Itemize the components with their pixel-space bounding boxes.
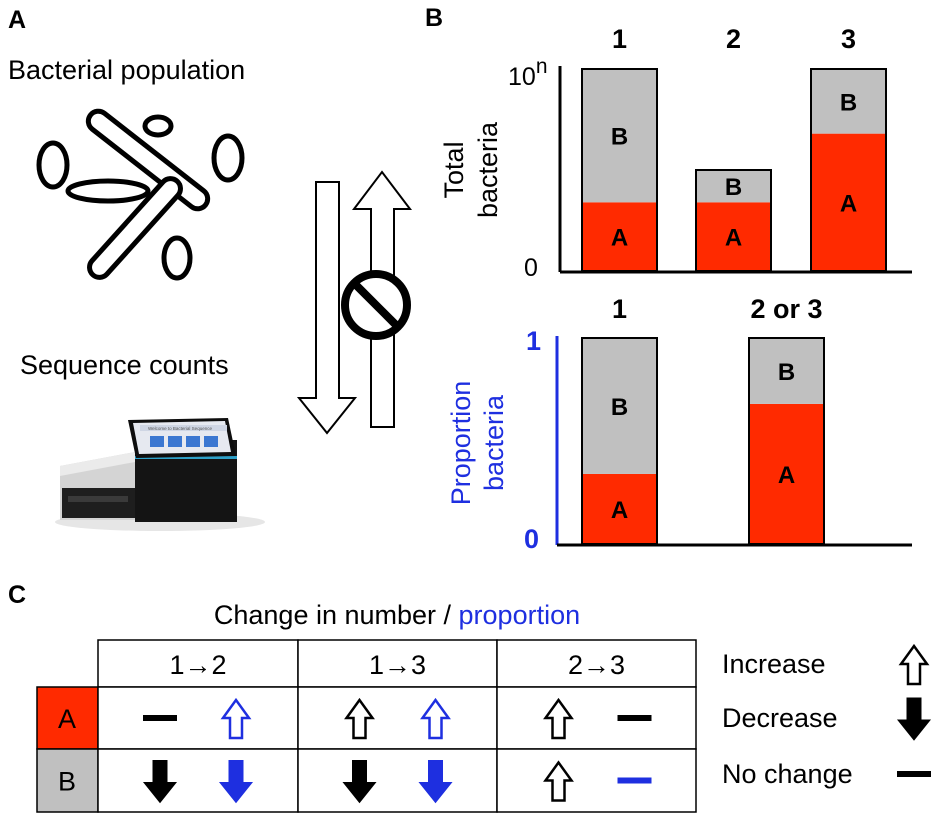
bacterium-cocci	[142, 114, 174, 138]
total-segment-label: B	[840, 89, 857, 116]
total-segment-label: B	[725, 174, 742, 201]
arrow-down-filled-icon	[342, 760, 377, 804]
panel-b-label: B	[425, 4, 443, 32]
table-cell	[496, 748, 697, 813]
total-y-label: Total bacteria	[439, 121, 503, 218]
bacterium-cocci	[65, 178, 151, 204]
proportion-y-label-line2: bacteria	[479, 394, 509, 491]
table-row-label: A	[58, 704, 76, 734]
bacterium-cocci	[36, 140, 70, 190]
sequence-counts-label: Sequence counts	[20, 350, 229, 380]
proportion-segment-label: A	[778, 462, 795, 489]
total-segment-label: A	[611, 225, 628, 252]
total-category-label: 3	[841, 24, 856, 54]
legend-label: Increase	[722, 649, 826, 679]
table-header-cell	[97, 639, 299, 688]
total-bar-a-3	[811, 133, 886, 271]
table-cell	[297, 748, 498, 813]
proportion-bar-outline	[581, 337, 658, 545]
total-bar-outline	[695, 169, 772, 272]
arrow-up-outline-icon	[220, 697, 252, 740]
proportion-category-label: 2 or 3	[750, 294, 822, 324]
arrow-down-filled-icon	[418, 760, 453, 804]
table-cell	[297, 686, 498, 750]
total-bar-outline	[581, 68, 658, 272]
proportion-bacteria-chart: Proportion bacteria 1 0 A B 1 A B 2 or 3	[446, 294, 912, 554]
proportion-bar-a-1	[582, 473, 657, 544]
arrow-down-outline-icon	[296, 181, 358, 435]
dash-icon	[617, 777, 652, 784]
proportion-segment-label: B	[611, 394, 628, 421]
table-column-header: 2→3	[568, 650, 625, 680]
bacterium-cocci	[211, 133, 245, 183]
legend-label: Decrease	[722, 703, 838, 733]
sequencer-machine-icon: Welcome to Bacterial Sequence	[55, 418, 265, 531]
legend-label: No change	[722, 759, 853, 789]
table-row-label-cell	[36, 748, 99, 813]
table-title: Change in number / proportion	[214, 600, 580, 630]
arrow-up-outline-icon	[543, 760, 574, 802]
proportion-segment-label: B	[778, 359, 795, 386]
change-legend: Increase Decrease No change	[722, 643, 932, 789]
table-cell	[496, 686, 697, 750]
total-bar-b-1	[582, 69, 657, 203]
panel-a-label: A	[8, 6, 26, 34]
total-category-label: 2	[726, 24, 741, 54]
arrow-down-filled-icon	[896, 697, 932, 741]
total-bar-b-2	[696, 170, 771, 203]
total-segment-label: B	[611, 124, 628, 151]
arrow-up-outline-icon	[344, 697, 375, 740]
proportion-bars-group: A B 1 A B 2 or 3	[581, 294, 825, 545]
proportion-y-label-line1: Proportion	[446, 381, 476, 506]
table-column-header: 1→3	[369, 650, 426, 680]
arrow-down-filled-icon	[142, 760, 178, 804]
total-bar-outline	[810, 68, 887, 272]
arrow-up-outline-icon	[420, 697, 451, 740]
proportion-segment-label: A	[611, 497, 628, 524]
proportion-bar-b-1	[582, 338, 657, 474]
proportion-bar-outline	[748, 337, 825, 545]
total-segment-label: A	[840, 190, 857, 217]
total-bar-a-1	[582, 202, 657, 271]
proportion-y-min-label: 0	[524, 524, 539, 554]
total-bar-b-3	[811, 69, 886, 134]
bacterium-cocci	[161, 235, 193, 281]
total-y-label-line2: bacteria	[473, 121, 503, 218]
total-segment-label: A	[725, 225, 742, 252]
sequencer-screen-title: Welcome to Bacterial Sequence	[148, 426, 212, 431]
proportion-y-max-label: 1	[526, 326, 541, 356]
table-column-header: 1→2	[169, 650, 226, 680]
total-y-label-line1: Total	[439, 141, 469, 198]
total-y-max-label: 10n	[508, 55, 548, 91]
change-table: 1→2 1→3 2→3 A B	[36, 639, 697, 813]
arrow-down-filled-icon	[218, 760, 254, 804]
dash-icon	[617, 715, 652, 721]
arrow-up-outline-icon	[898, 643, 930, 686]
bacterium-rod	[87, 176, 183, 280]
prohibited-icon	[341, 270, 411, 340]
table-header-cell	[297, 639, 498, 688]
panel-c-label: C	[8, 581, 26, 609]
table-cell	[97, 748, 299, 813]
total-y-min-label: 0	[524, 254, 538, 282]
dash-icon	[143, 715, 177, 721]
table-cell	[97, 686, 299, 750]
total-bar-a-2	[696, 202, 771, 271]
arrow-up-outline-icon	[543, 697, 574, 740]
total-category-label: 1	[612, 24, 627, 54]
dash-icon	[897, 771, 931, 777]
table-row-label: B	[58, 767, 76, 797]
proportion-category-label: 1	[612, 294, 627, 324]
proportion-bar-b-2	[749, 338, 824, 404]
bacterial-population-label: Bacterial population	[8, 55, 245, 85]
bacteria-illustration	[36, 108, 245, 281]
proportion-bar-a-2	[749, 403, 824, 544]
